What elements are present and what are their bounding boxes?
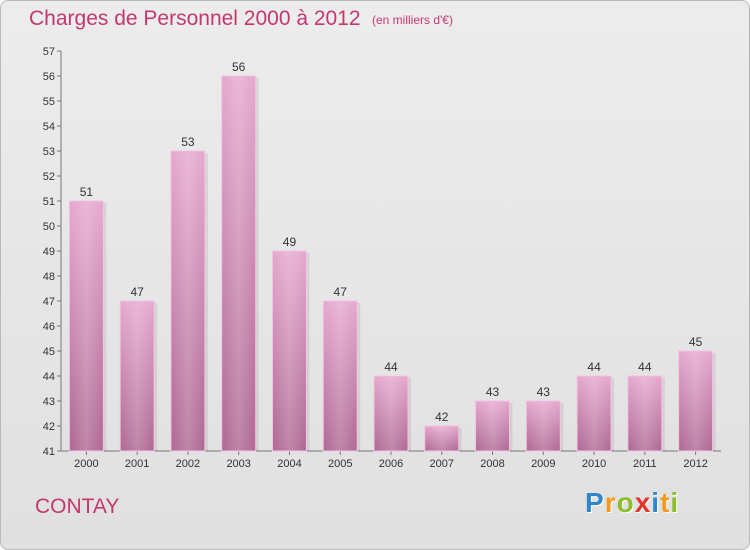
data-label: 53 bbox=[181, 135, 195, 149]
y-tick-label: 49 bbox=[43, 246, 55, 258]
logo-letter: t bbox=[660, 487, 671, 518]
x-tick-label: 2006 bbox=[379, 458, 403, 470]
x-tick-label: 2007 bbox=[430, 458, 454, 470]
bar-highlight bbox=[274, 252, 305, 451]
y-tick-label: 42 bbox=[43, 421, 55, 433]
y-tick-label: 54 bbox=[43, 121, 55, 133]
x-tick-label: 2005 bbox=[328, 458, 352, 470]
data-label: 45 bbox=[689, 335, 703, 349]
bar-highlight bbox=[172, 152, 203, 451]
bars bbox=[68, 75, 716, 452]
bar-highlight bbox=[376, 377, 406, 451]
data-label: 47 bbox=[130, 285, 144, 299]
y-tick-label: 55 bbox=[43, 96, 55, 108]
x-tick-label: 2009 bbox=[531, 458, 555, 470]
y-tick-label: 43 bbox=[43, 396, 55, 408]
x-tick-label: 2008 bbox=[480, 458, 504, 470]
data-labels: 51 47 53 56 49 47 44 42 43 43 44 44 45 bbox=[80, 60, 703, 424]
y-tick-label: 56 bbox=[43, 71, 55, 83]
bar-highlight bbox=[477, 402, 508, 451]
y-tick-label: 53 bbox=[43, 146, 55, 158]
data-label: 44 bbox=[384, 360, 398, 374]
bar-highlight bbox=[579, 377, 610, 451]
x-tick-label: 2000 bbox=[74, 458, 98, 470]
x-tick-label: 2002 bbox=[176, 458, 200, 470]
y-tick-label: 45 bbox=[43, 346, 55, 358]
logo-letter: P bbox=[585, 487, 605, 518]
x-tick-label: 2003 bbox=[226, 458, 250, 470]
bar-highlight bbox=[629, 377, 660, 451]
data-label: 51 bbox=[80, 185, 94, 199]
data-label: 49 bbox=[283, 235, 297, 249]
x-tick-label: 2011 bbox=[633, 458, 657, 470]
y-tick-label: 41 bbox=[43, 446, 55, 458]
data-label: 43 bbox=[537, 385, 551, 399]
y-tick-label: 46 bbox=[43, 321, 55, 333]
bar-highlight bbox=[528, 402, 559, 451]
data-label: 44 bbox=[638, 360, 652, 374]
commune-name: CONTAY bbox=[35, 495, 120, 518]
data-label: 56 bbox=[232, 60, 246, 74]
bar-highlight bbox=[325, 302, 356, 451]
x-tick-label: 2001 bbox=[125, 458, 149, 470]
bar-highlight bbox=[71, 202, 102, 451]
y-tick-label: 52 bbox=[43, 171, 55, 183]
data-label: 42 bbox=[435, 410, 449, 424]
y-tick-label: 50 bbox=[43, 221, 55, 233]
chart-subtitle: (en milliers d'€) bbox=[372, 13, 453, 27]
logo-letter: i bbox=[670, 487, 680, 518]
x-tick-label: 2004 bbox=[277, 458, 301, 470]
y-tick-label: 51 bbox=[43, 196, 55, 208]
bar-highlight bbox=[122, 302, 153, 451]
chart-title: Charges de Personnel 2000 à 2012 bbox=[29, 7, 361, 30]
y-tick-label: 48 bbox=[43, 271, 55, 283]
y-tick-label: 57 bbox=[43, 46, 55, 58]
x-tick-label: 2012 bbox=[683, 458, 707, 470]
x-tick-label: 2010 bbox=[582, 458, 606, 470]
bar-highlight bbox=[223, 77, 254, 451]
data-label: 44 bbox=[587, 360, 601, 374]
logo-letter: r bbox=[604, 487, 617, 518]
logo-letter: x bbox=[634, 487, 652, 518]
data-label: 43 bbox=[486, 385, 500, 399]
proxiti-logo: Proxiti bbox=[585, 487, 679, 519]
y-tick-label: 44 bbox=[43, 371, 55, 383]
y-tick-label: 47 bbox=[43, 296, 55, 308]
bar-highlight bbox=[680, 352, 711, 451]
data-label: 47 bbox=[334, 285, 348, 299]
bar-highlight bbox=[426, 427, 457, 451]
logo-letter: o bbox=[616, 487, 635, 518]
logo-letter: i bbox=[651, 487, 661, 518]
